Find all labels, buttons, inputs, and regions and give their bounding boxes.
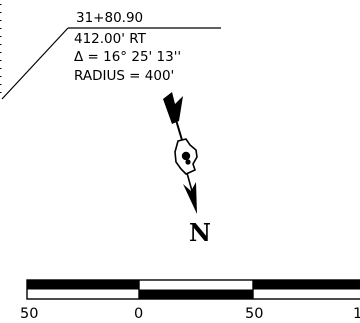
scale-label-1: 50 xyxy=(20,306,38,322)
north-arrow-tail xyxy=(163,92,183,124)
station-label: 31+80.90 xyxy=(76,10,143,26)
scale-segment-3 xyxy=(253,280,360,290)
scale-labels: 50 0 50 100 xyxy=(20,306,360,322)
radius-label: RADIUS = 400' xyxy=(74,68,174,84)
north-arrow-icon: N xyxy=(163,92,211,247)
scale-segment-2 xyxy=(139,289,253,299)
north-arrow-head xyxy=(183,182,197,214)
delta-label: Δ = 16° 25' 13'' xyxy=(74,49,181,65)
border-tick-marks xyxy=(0,4,2,93)
scale-label-3: 50 xyxy=(245,306,263,322)
curve-data-annotation: 31+80.90 412.00' RT Δ = 16° 25' 13'' RAD… xyxy=(74,10,181,84)
north-letter: N xyxy=(189,218,211,247)
scale-bar xyxy=(26,279,360,300)
offset-label: 412.00' RT xyxy=(74,31,147,47)
scale-segment-1 xyxy=(27,280,139,290)
scale-label-2: 0 xyxy=(134,306,143,322)
curve-leader-line xyxy=(1,27,221,100)
scale-label-4: 100 xyxy=(353,306,360,322)
